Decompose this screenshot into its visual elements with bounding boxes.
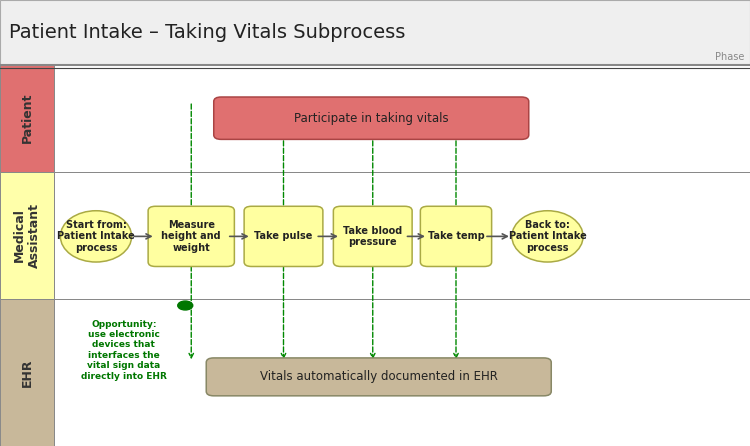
- Ellipse shape: [512, 211, 584, 262]
- FancyBboxPatch shape: [214, 97, 529, 139]
- FancyBboxPatch shape: [54, 172, 750, 299]
- Text: EHR: EHR: [20, 358, 34, 387]
- Text: Take pulse: Take pulse: [254, 231, 313, 241]
- FancyBboxPatch shape: [0, 65, 54, 172]
- FancyBboxPatch shape: [54, 65, 750, 172]
- FancyBboxPatch shape: [206, 358, 551, 396]
- Text: Back to:
Patient Intake
process: Back to: Patient Intake process: [509, 220, 586, 253]
- FancyBboxPatch shape: [0, 299, 54, 446]
- Text: Patient: Patient: [20, 93, 34, 144]
- Text: Take temp: Take temp: [427, 231, 484, 241]
- Text: Medical
Assistant: Medical Assistant: [13, 203, 41, 268]
- FancyBboxPatch shape: [0, 172, 54, 299]
- FancyBboxPatch shape: [420, 206, 492, 267]
- FancyBboxPatch shape: [148, 206, 234, 267]
- Text: Measure
height and
weight: Measure height and weight: [161, 220, 221, 253]
- FancyBboxPatch shape: [333, 206, 412, 267]
- Text: Vitals automatically documented in EHR: Vitals automatically documented in EHR: [260, 370, 498, 384]
- Text: Take blood
pressure: Take blood pressure: [343, 226, 402, 247]
- Circle shape: [178, 301, 193, 310]
- Text: Start from:
Patient Intake
process: Start from: Patient Intake process: [57, 220, 135, 253]
- Ellipse shape: [60, 211, 132, 262]
- FancyBboxPatch shape: [0, 0, 750, 65]
- Text: Opportunity:
use electronic
devices that
interfaces the
vital sign data
directly: Opportunity: use electronic devices that…: [81, 320, 166, 380]
- Text: Patient Intake – Taking Vitals Subprocess: Patient Intake – Taking Vitals Subproces…: [9, 23, 405, 42]
- Text: Phase: Phase: [715, 53, 744, 62]
- Text: Participate in taking vitals: Participate in taking vitals: [294, 112, 448, 125]
- FancyBboxPatch shape: [54, 299, 750, 446]
- FancyBboxPatch shape: [244, 206, 322, 267]
